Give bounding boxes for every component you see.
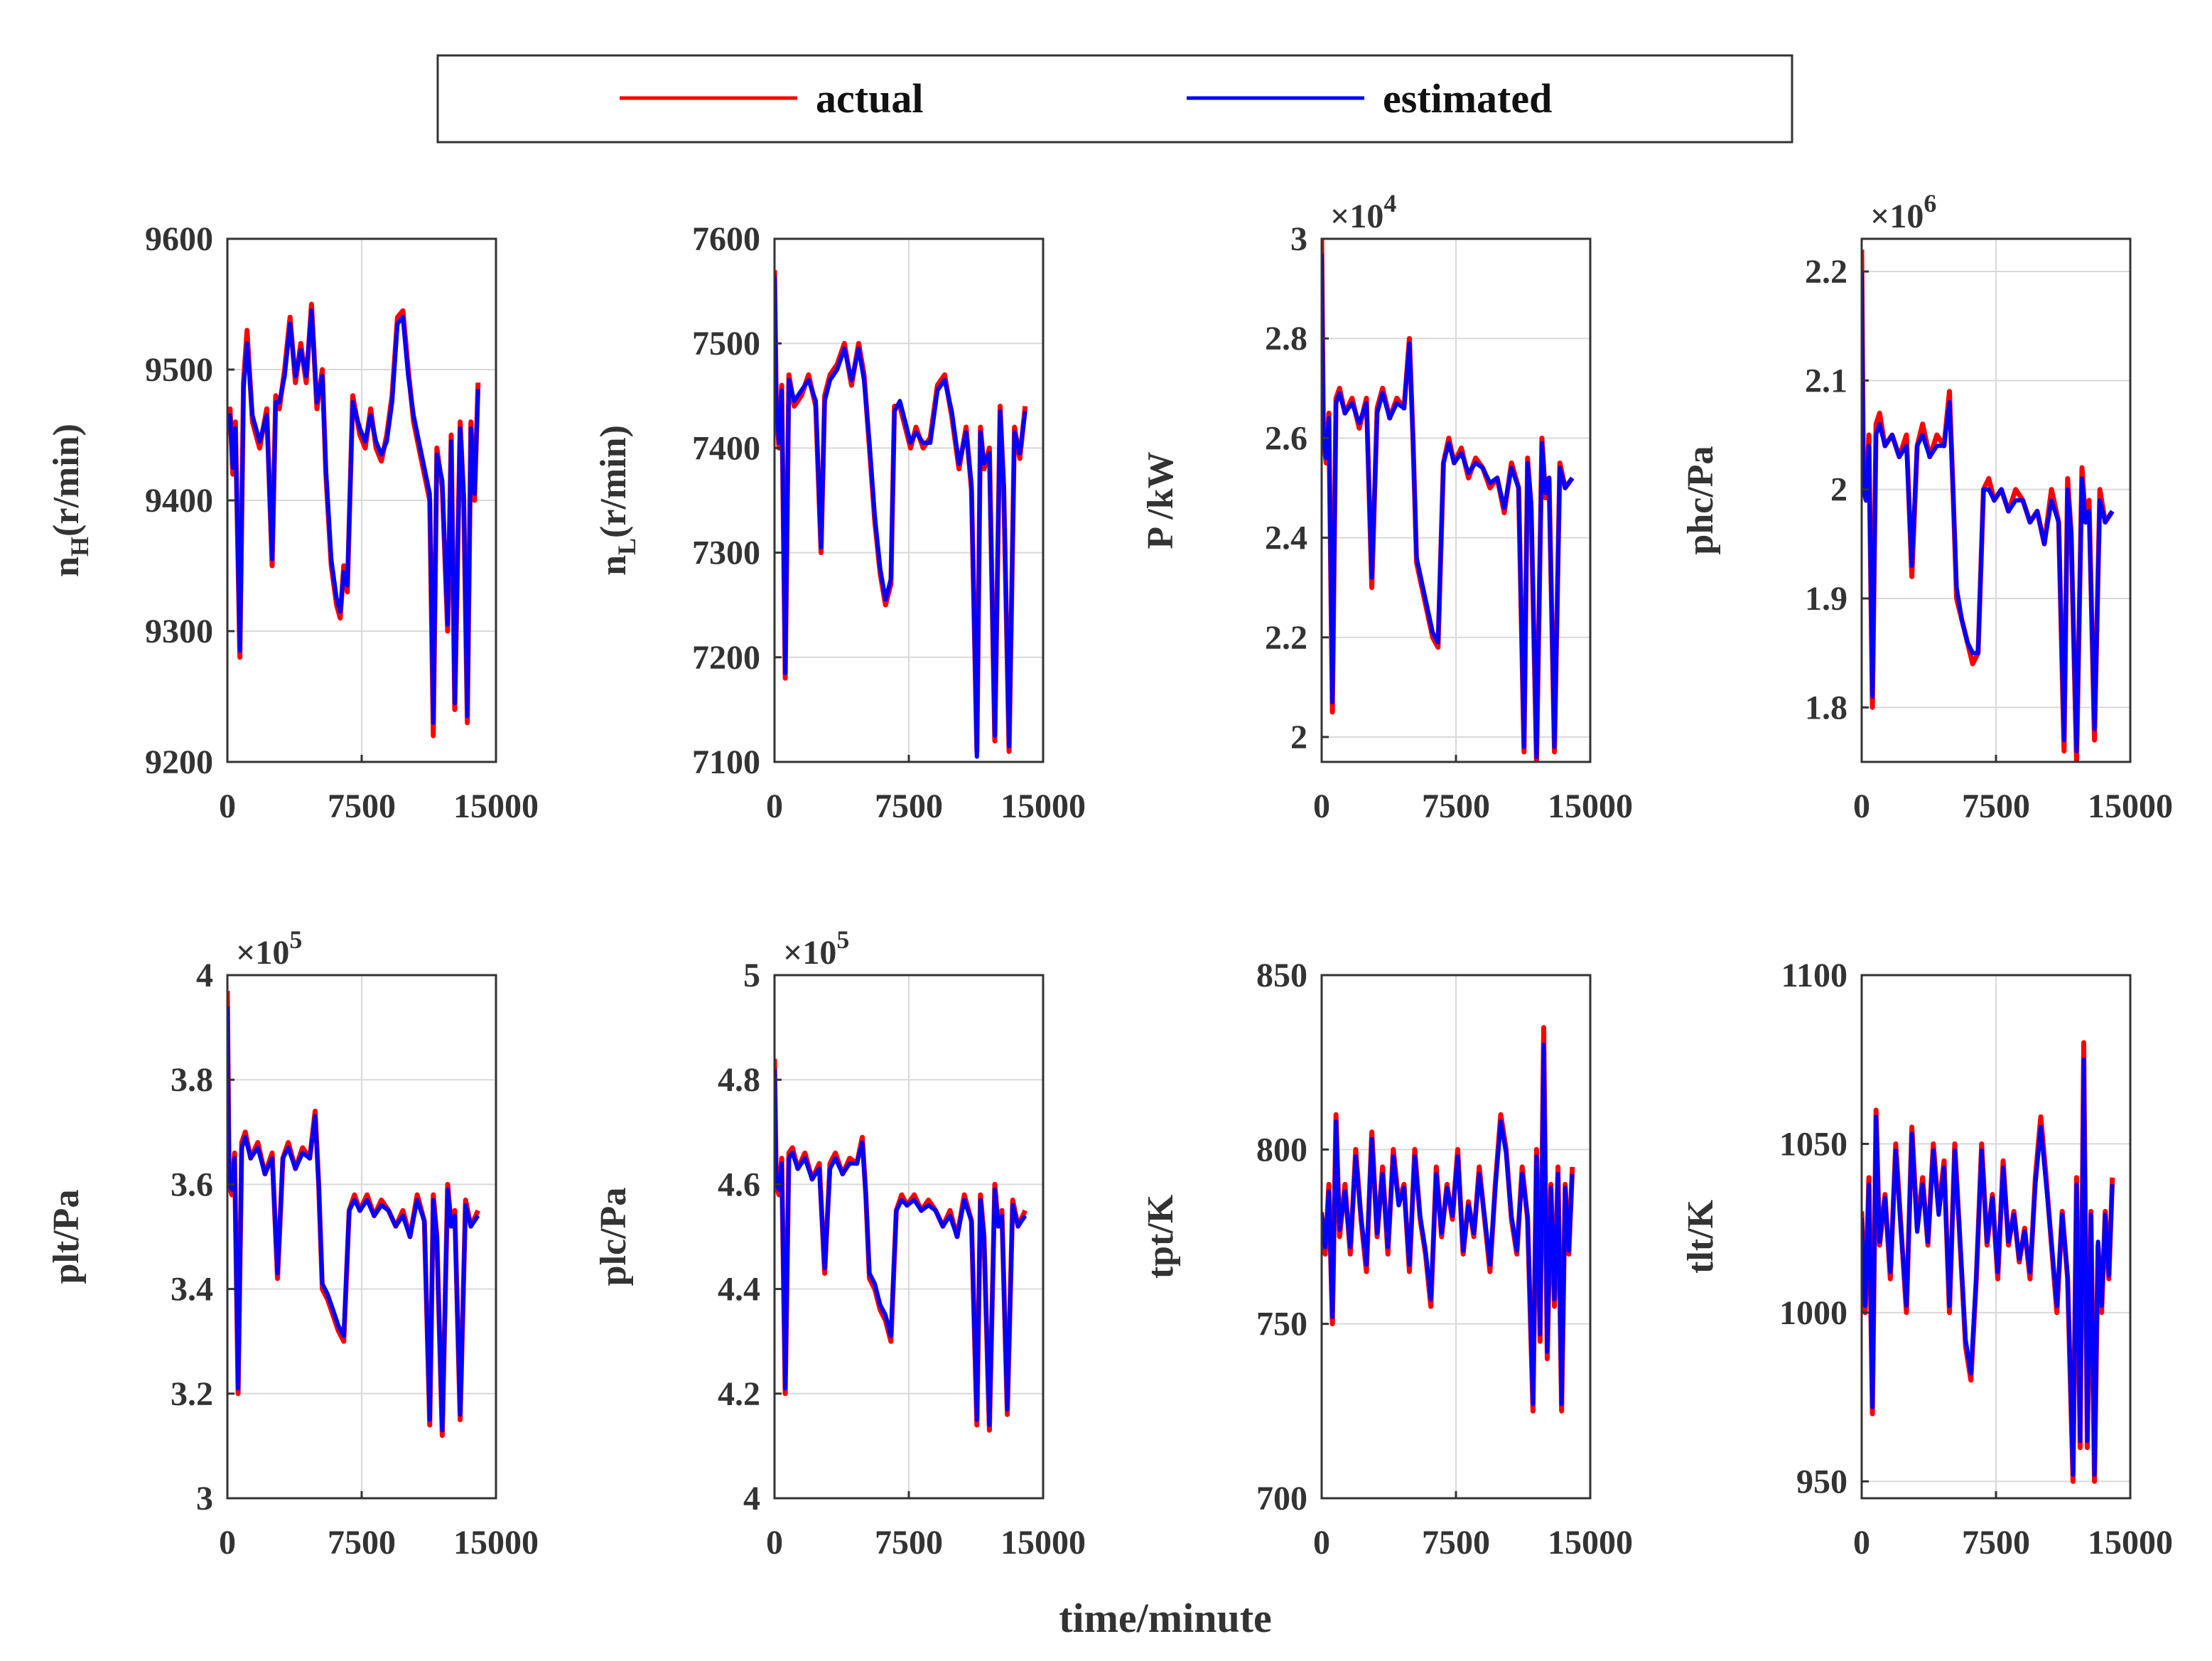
y-axis-label: tpt/K bbox=[1140, 1194, 1181, 1279]
x-tick-label: 0 bbox=[1853, 788, 1870, 825]
y-axis-label: nH(r/min) bbox=[46, 424, 94, 577]
x-tick-label: 0 bbox=[766, 788, 783, 825]
y-tick-label: 700 bbox=[1256, 1480, 1307, 1517]
y-tick-label: 2.2 bbox=[1265, 619, 1307, 657]
x-tick-label: 7500 bbox=[1422, 788, 1490, 825]
y-tick-label: 4.6 bbox=[718, 1166, 760, 1203]
x-tick-label: 0 bbox=[219, 1524, 236, 1561]
y-tick-label: 3.2 bbox=[171, 1375, 213, 1413]
y-axis-label: tlt/K bbox=[1680, 1199, 1721, 1274]
series-line-estimated bbox=[227, 308, 480, 725]
x-axis-label: time/minute bbox=[1059, 1595, 1272, 1641]
y-tick-label: 2 bbox=[1830, 471, 1847, 509]
series-line-estimated bbox=[1862, 1057, 2115, 1477]
y-tick-label: 2.8 bbox=[1265, 320, 1307, 358]
x-tick-label: 0 bbox=[766, 1524, 783, 1561]
y-tick-label: 9300 bbox=[145, 613, 213, 650]
subplot-tlt: 0 7500 15000 950 1000 1050 1100 tlt/K bbox=[1680, 957, 2173, 1561]
x-tick-label: 0 bbox=[219, 788, 236, 825]
x-tick-label: 15000 bbox=[1000, 1524, 1086, 1561]
x-tick-label: 7500 bbox=[328, 1524, 396, 1561]
y-tick-label: 7200 bbox=[692, 639, 760, 677]
y-tick-label: 1.8 bbox=[1805, 689, 1847, 726]
y-tick-label: 7500 bbox=[692, 325, 760, 362]
subplot-nl: 0 7500 15000 7100 7200 7300 7400 7500 7600 nL(r/m… bbox=[593, 220, 1086, 825]
y-tick-label: 7100 bbox=[692, 743, 760, 781]
y-tick-label: 9500 bbox=[145, 351, 213, 389]
series-line-estimated bbox=[227, 1006, 480, 1433]
y-tick-label: 3.8 bbox=[171, 1061, 213, 1099]
y-tick-label: 850 bbox=[1256, 957, 1307, 994]
y-tick-label: 3 bbox=[196, 1480, 213, 1517]
y-tick-label: 3 bbox=[1290, 220, 1307, 258]
y-tick-label: 950 bbox=[1796, 1463, 1847, 1500]
x-tick-label: 15000 bbox=[1548, 788, 1633, 825]
series-line-estimated bbox=[775, 1069, 1027, 1427]
x-tick-label: 15000 bbox=[453, 1524, 539, 1561]
x-tick-label: 7500 bbox=[875, 1524, 943, 1561]
y-tick-label: 2.6 bbox=[1265, 419, 1307, 457]
x-tick-label: 15000 bbox=[1548, 1524, 1633, 1561]
y-tick-label: 2 bbox=[1290, 719, 1307, 756]
y-axis-label: P /kW bbox=[1140, 451, 1181, 549]
y-tick-label: 4 bbox=[743, 1480, 760, 1517]
y-tick-label: 3.4 bbox=[171, 1271, 213, 1308]
y-tick-label: 4.4 bbox=[718, 1271, 760, 1308]
y-tick-label: 7300 bbox=[692, 534, 760, 572]
y-tick-label: 5 bbox=[743, 957, 760, 994]
y-axis-label: nL(r/min) bbox=[593, 425, 641, 576]
series-line-estimated bbox=[1322, 253, 1575, 759]
y-tick-label: 9400 bbox=[145, 482, 213, 520]
y-tick-label: 4.2 bbox=[718, 1375, 760, 1413]
y-axis-label: plc/Pa bbox=[593, 1188, 634, 1286]
x-tick-label: 7500 bbox=[875, 788, 943, 825]
y-tick-label: 800 bbox=[1256, 1131, 1307, 1168]
y-tick-label: 9200 bbox=[145, 743, 213, 781]
x-tick-label: 0 bbox=[1313, 1524, 1330, 1561]
subplot-tpt: 0 7500 15000 700 750 800 850 tpt/K bbox=[1140, 957, 1633, 1561]
y-tick-label: 9600 bbox=[145, 220, 213, 258]
legend-label-estimated: estimated bbox=[1383, 75, 1552, 122]
y-tick-label: 1100 bbox=[1781, 957, 1847, 994]
x-tick-label: 15000 bbox=[2088, 1524, 2173, 1561]
y-tick-label: 1050 bbox=[1779, 1125, 1847, 1163]
legend: actual estimated bbox=[436, 54, 1793, 144]
series-line-estimated bbox=[1862, 271, 2115, 753]
y-axis-label: phc/Pa bbox=[1680, 446, 1721, 554]
y-tick-label: 4 bbox=[196, 957, 213, 994]
y-tick-label: 750 bbox=[1256, 1306, 1307, 1343]
y-tick-label: 7400 bbox=[692, 429, 760, 467]
y-tick-label: 7600 bbox=[692, 220, 760, 258]
series-line-estimated bbox=[775, 275, 1027, 759]
y-tick-label: 4.8 bbox=[718, 1061, 760, 1099]
x-tick-label: 7500 bbox=[328, 788, 396, 825]
subplot-nh: 0 7500 15000 9200 9300 9400 9500 9600 nH(r/min) bbox=[46, 220, 539, 825]
y-tick-label: 2.4 bbox=[1265, 520, 1307, 557]
x-tick-label: 0 bbox=[1853, 1524, 1870, 1561]
y-axis-label: plt/Pa bbox=[46, 1190, 87, 1284]
x-tick-label: 7500 bbox=[1422, 1524, 1490, 1561]
x-tick-label: 15000 bbox=[1000, 788, 1086, 825]
y-tick-label: 2.2 bbox=[1805, 253, 1847, 291]
y-tick-label: 2.1 bbox=[1805, 362, 1847, 399]
legend-label-actual: actual bbox=[816, 75, 923, 122]
y-tick-label: 1.9 bbox=[1805, 580, 1847, 618]
x-tick-label: 15000 bbox=[453, 788, 539, 825]
x-tick-label: 0 bbox=[1313, 788, 1330, 825]
y-tick-label: 1000 bbox=[1779, 1294, 1847, 1332]
x-tick-label: 7500 bbox=[1962, 1524, 2030, 1561]
series-line-estimated bbox=[1322, 1043, 1575, 1407]
y-tick-label: 3.6 bbox=[171, 1166, 213, 1203]
x-tick-label: 15000 bbox=[2088, 788, 2173, 825]
x-tick-label: 7500 bbox=[1962, 788, 2030, 825]
